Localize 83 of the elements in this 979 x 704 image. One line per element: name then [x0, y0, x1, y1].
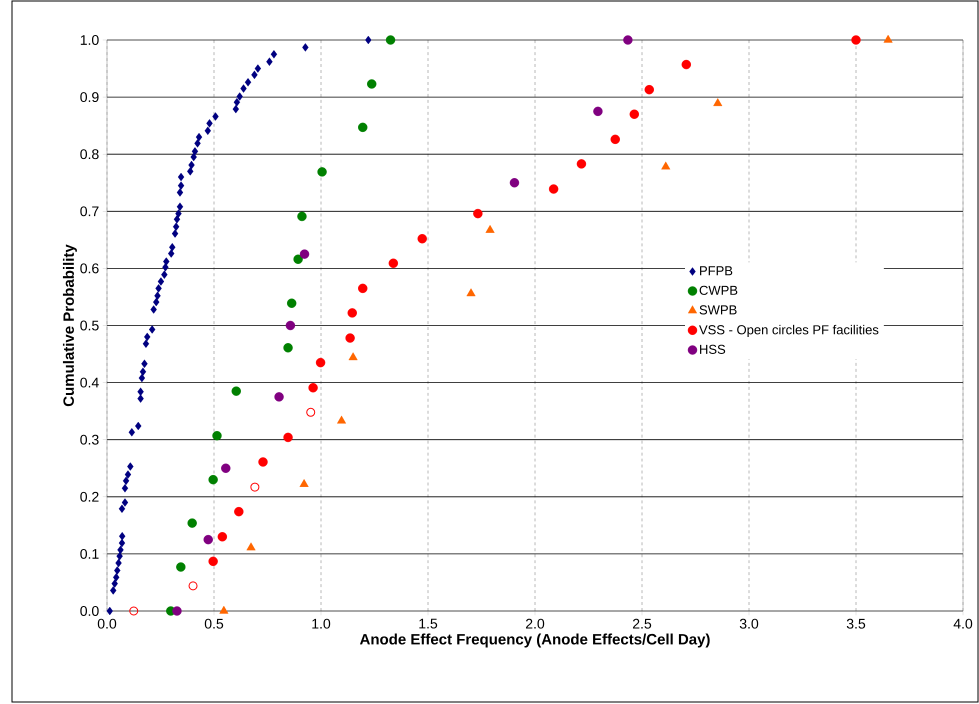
point: [661, 162, 670, 170]
point: [548, 184, 558, 194]
point: [348, 308, 357, 318]
point: [221, 464, 230, 473]
y-tick-label: 0.7: [80, 206, 99, 216]
point: [593, 106, 603, 116]
x-tick-label: 0.0: [98, 618, 116, 629]
point: [176, 562, 186, 572]
y-tick-label: 0.0: [80, 606, 99, 616]
point: [317, 167, 327, 177]
point: [388, 258, 398, 268]
point: [293, 254, 303, 264]
point: [283, 343, 293, 352]
legend-label: SWPB: [700, 305, 737, 314]
x-tick-label: 0.5: [204, 618, 224, 629]
point: [316, 358, 326, 368]
point: [172, 606, 182, 616]
y-tick-label: 0.4: [80, 378, 99, 388]
point: [345, 333, 355, 343]
point: [208, 556, 218, 566]
point: [306, 408, 316, 417]
y-tick-label: 0.2: [80, 492, 99, 502]
point: [308, 383, 318, 392]
y-tick-label: 0.6: [80, 263, 99, 274]
point: [187, 518, 197, 528]
point: [286, 320, 296, 330]
point: [386, 35, 396, 45]
x-tick-label: 2.0: [526, 618, 544, 629]
legend-label: CWPB: [700, 286, 738, 295]
point: [234, 506, 244, 516]
point: [258, 457, 268, 467]
x-tick-label: 3.5: [846, 618, 866, 629]
point: [250, 482, 260, 492]
point: [610, 134, 620, 144]
x-tick-label: 1.5: [419, 618, 438, 629]
y-tick-label: 0.5: [80, 320, 99, 330]
point: [884, 34, 893, 43]
y-tick-label: 0.8: [80, 149, 99, 160]
legend-label: VSS - Open circles PF facilities: [699, 324, 878, 337]
point: [623, 35, 633, 45]
point: [576, 159, 586, 169]
x-tick-label: 3.0: [740, 618, 758, 629]
point: [286, 298, 296, 308]
point: [283, 432, 293, 442]
point: [232, 386, 241, 396]
point: [358, 284, 368, 294]
legend-label: PFPB: [700, 266, 732, 276]
point: [418, 234, 427, 244]
point: [358, 122, 368, 132]
point: [644, 84, 654, 94]
point: [713, 98, 722, 106]
x-tick-label: 2.5: [632, 618, 652, 629]
point: [219, 606, 228, 614]
point: [630, 110, 639, 119]
point: [337, 416, 346, 424]
y-tick-label: 0.3: [80, 434, 99, 445]
point: [297, 212, 307, 222]
point: [208, 474, 218, 484]
point: [466, 288, 476, 296]
point: [218, 532, 228, 542]
y-tick-label: 0.1: [80, 548, 99, 559]
x-tick-label: 1.0: [312, 618, 330, 629]
point: [348, 352, 358, 360]
y-axis-title: Cumulative Probability: [62, 244, 77, 406]
point: [300, 479, 309, 487]
y-tick-label: 1.0: [80, 35, 99, 45]
point: [486, 224, 495, 233]
point: [204, 534, 213, 544]
point: [300, 249, 310, 259]
y-tick-label: 0.9: [80, 92, 99, 102]
point: [246, 542, 256, 550]
point: [510, 178, 520, 188]
point: [851, 35, 861, 45]
point: [274, 392, 284, 402]
point: [129, 606, 138, 616]
point: [682, 60, 691, 70]
point: [473, 208, 483, 218]
point: [188, 581, 198, 590]
x-axis-title: Anode Effect Frequency (Anode Effects/Cell Day): [360, 634, 710, 648]
x-tick-label: 4.0: [954, 618, 972, 629]
legend-label: HSS: [700, 344, 726, 354]
point: [367, 79, 376, 89]
point: [212, 431, 222, 440]
